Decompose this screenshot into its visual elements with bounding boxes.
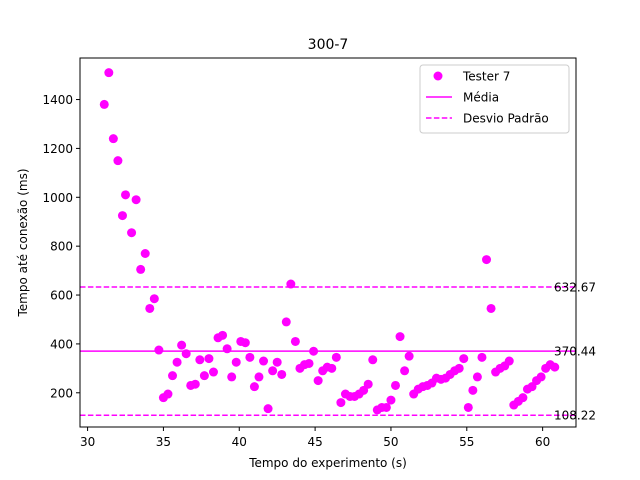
data-point-2 (108, 134, 118, 144)
data-point-28 (227, 372, 237, 382)
x-tick-label: 35 (156, 435, 171, 449)
data-point-0 (99, 99, 109, 109)
data-point-96 (536, 372, 546, 382)
y-tick-label: 200 (50, 386, 73, 400)
data-point-18 (181, 349, 191, 359)
data-point-27 (222, 344, 232, 354)
data-point-5 (121, 190, 131, 200)
data-point-51 (331, 352, 341, 362)
data-point-14 (163, 389, 173, 399)
data-point-11 (149, 294, 159, 304)
x-tick-label: 45 (307, 435, 322, 449)
data-point-8 (136, 264, 146, 274)
data-point-7 (131, 195, 141, 205)
data-point-21 (195, 355, 205, 365)
data-point-32 (245, 352, 255, 362)
legend-label-std: Desvio Padrão (463, 112, 549, 126)
data-point-3 (113, 156, 123, 166)
data-point-23 (204, 354, 214, 364)
data-point-31 (240, 338, 250, 348)
chart-title: 300-7 (308, 37, 349, 53)
data-point-4 (117, 211, 127, 221)
data-point-16 (172, 357, 182, 367)
x-axis: 30 35 40 45 50 55 60 (80, 427, 550, 449)
data-point-33 (249, 382, 259, 392)
x-tick-label: 55 (459, 435, 474, 449)
data-point-83 (477, 352, 487, 362)
data-point-47 (313, 376, 323, 386)
data-point-58 (363, 379, 373, 389)
data-point-82 (472, 372, 482, 382)
data-point-20 (190, 379, 200, 389)
data-point-78 (454, 363, 464, 373)
data-point-22 (199, 371, 209, 381)
legend-marker-tester (433, 71, 443, 81)
y-tick-label: 600 (50, 289, 73, 303)
data-point-85 (486, 303, 496, 313)
reference-label-2: 108.22 (554, 409, 596, 423)
data-point-42 (290, 336, 300, 346)
data-point-64 (390, 380, 400, 390)
data-point-12 (154, 345, 164, 355)
y-tick-label: 800 (50, 240, 73, 254)
data-point-41 (286, 279, 296, 289)
plot-frame (79, 57, 577, 428)
legend-box (419, 64, 570, 134)
data-point-24 (208, 367, 218, 377)
y-axis-title: Tempo até conexão (ms) (16, 168, 30, 317)
data-point-59 (368, 355, 378, 365)
data-point-92 (518, 393, 528, 403)
data-point-15 (168, 371, 178, 381)
data-point-66 (400, 366, 410, 376)
reference-label-0: 370.44 (554, 345, 596, 359)
data-point-52 (336, 398, 346, 408)
data-point-50 (327, 363, 337, 373)
data-point-1 (104, 68, 114, 78)
data-point-45 (304, 358, 314, 368)
data-point-39 (277, 369, 287, 379)
data-point-6 (127, 228, 137, 238)
data-point-99 (550, 362, 560, 372)
data-point-36 (263, 404, 273, 414)
y-tick-label: 1200 (42, 142, 73, 156)
y-tick-label: 400 (50, 337, 73, 351)
data-point-84 (482, 255, 492, 265)
data-point-67 (404, 351, 414, 361)
data-point-10 (145, 303, 155, 313)
x-tick-label: 50 (383, 435, 398, 449)
legend: Tester 7 Média Desvio Padrão (419, 64, 570, 134)
y-tick-label: 1400 (42, 93, 73, 107)
legend-label-tester: Tester 7 (462, 70, 510, 84)
data-point-35 (259, 356, 269, 366)
reference-labels: 370.44 632.67 108.22 (554, 281, 596, 423)
data-point-37 (268, 366, 278, 376)
x-axis-title: Tempo do experimento (s) (248, 456, 407, 470)
data-point-26 (218, 330, 228, 340)
data-point-34 (254, 372, 264, 382)
x-tick-label: 30 (80, 435, 95, 449)
data-point-89 (504, 356, 514, 366)
data-point-9 (140, 248, 150, 258)
data-point-81 (468, 385, 478, 395)
y-tick-label: 1000 (42, 191, 73, 205)
data-point-63 (386, 395, 396, 405)
data-point-29 (231, 357, 241, 367)
data-point-80 (463, 402, 473, 412)
data-points (99, 68, 560, 415)
data-point-79 (459, 354, 469, 364)
data-point-46 (309, 346, 319, 356)
data-point-40 (281, 317, 291, 327)
data-point-17 (177, 340, 187, 350)
reference-label-1: 632.67 (554, 281, 596, 295)
data-point-62 (381, 402, 391, 412)
x-tick-label: 40 (232, 435, 247, 449)
data-point-38 (272, 357, 282, 367)
data-point-65 (395, 332, 405, 342)
legend-label-mean: Média (463, 91, 499, 105)
y-axis: 200 400 600 800 1000 1200 1400 (42, 93, 80, 400)
x-tick-label: 60 (535, 435, 550, 449)
